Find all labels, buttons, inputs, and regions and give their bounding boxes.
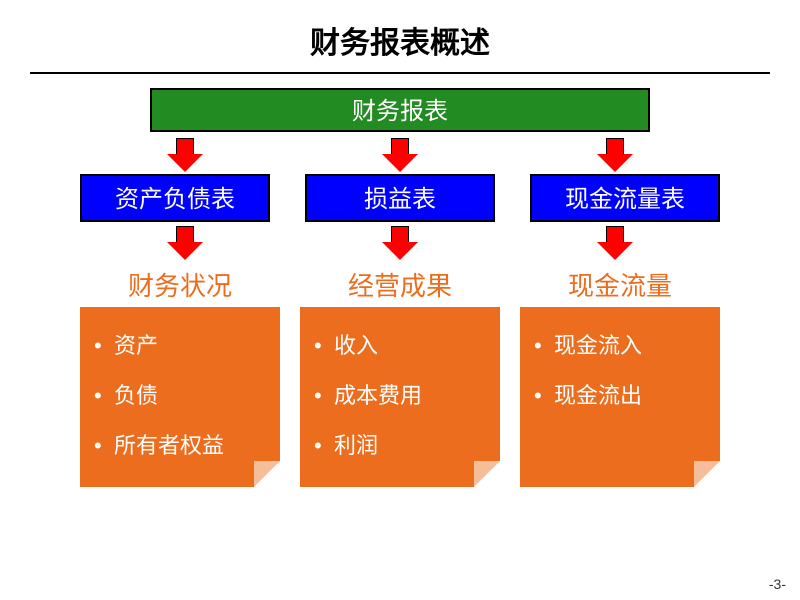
list-item: 资产 (94, 321, 270, 371)
list-item: 利润 (314, 421, 490, 471)
orange-titles-row: 财务状况 经营成果 现金流量 (80, 266, 720, 303)
down-arrow-icon (167, 138, 203, 172)
down-arrow-icon (382, 226, 418, 260)
orange-box: 资产 负债 所有者权益 (80, 307, 280, 487)
orange-boxes-row: 资产 负债 所有者权益 收入 成本费用 利润 现金流入 现金流出 (80, 307, 720, 487)
orange-title: 财务状况 (80, 266, 280, 303)
down-arrow-icon (382, 138, 418, 172)
arrow-row-2 (90, 226, 710, 260)
list-item: 成本费用 (314, 371, 490, 421)
blue-box: 现金流量表 (530, 174, 720, 222)
down-arrow-icon (597, 226, 633, 260)
list-item: 现金流出 (534, 371, 710, 421)
orange-box: 收入 成本费用 利润 (300, 307, 500, 487)
list-item: 现金流入 (534, 321, 710, 371)
page-number: -3- (769, 576, 786, 592)
orange-title: 现金流量 (520, 266, 720, 303)
page-fold-icon (474, 461, 500, 487)
down-arrow-icon (597, 138, 633, 172)
list-item: 负债 (94, 371, 270, 421)
title-underline (30, 72, 770, 74)
page-fold-icon (694, 461, 720, 487)
orange-box: 现金流入 现金流出 (520, 307, 720, 487)
down-arrow-icon (167, 226, 203, 260)
blue-boxes-row: 资产负债表 损益表 现金流量表 (80, 174, 720, 222)
page-fold-icon (254, 461, 280, 487)
orange-title: 经营成果 (300, 266, 500, 303)
page-title: 财务报表概述 (0, 0, 800, 72)
top-box: 财务报表 (150, 88, 650, 132)
blue-box: 损益表 (305, 174, 495, 222)
blue-box: 资产负债表 (80, 174, 270, 222)
list-item: 收入 (314, 321, 490, 371)
list-item: 所有者权益 (94, 421, 270, 471)
arrow-row-1 (90, 138, 710, 172)
